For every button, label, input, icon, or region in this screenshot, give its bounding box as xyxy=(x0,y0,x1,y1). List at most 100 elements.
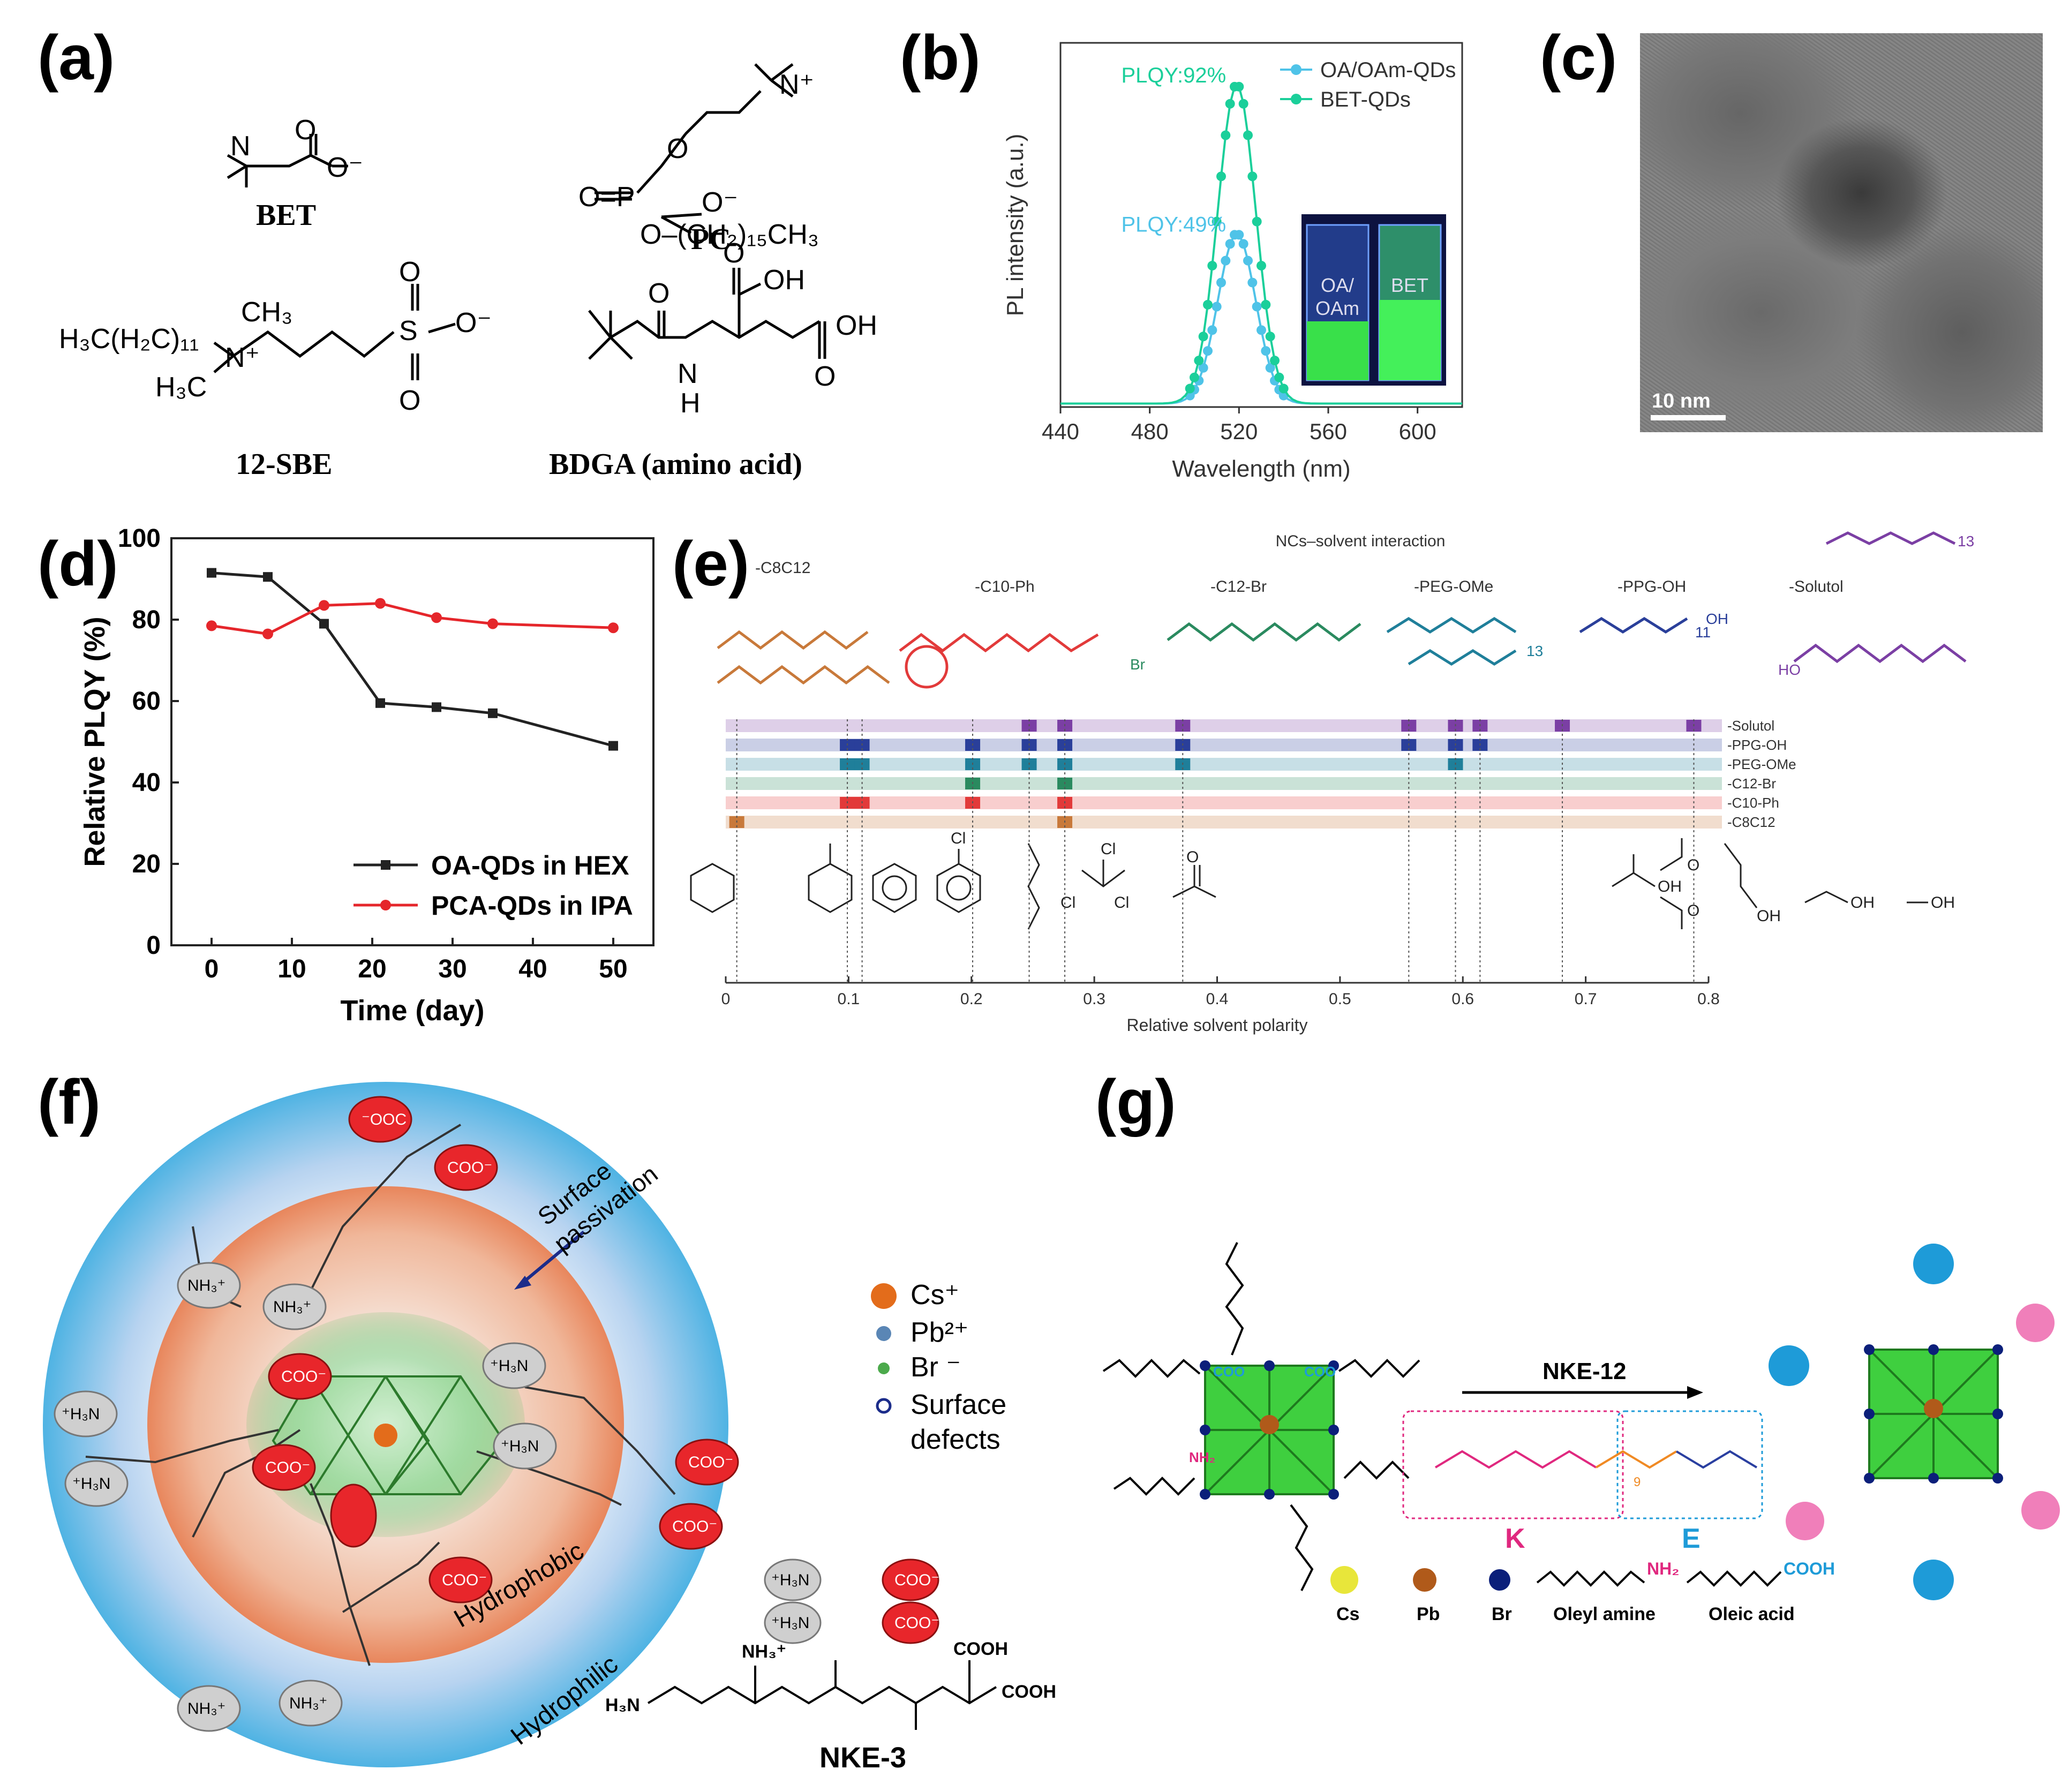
panel-label-e: (e) xyxy=(672,529,750,599)
legend-defects: defects xyxy=(911,1424,1000,1455)
x-tick-label: 50 xyxy=(599,955,627,983)
y-tick-label: 20 xyxy=(132,850,161,878)
y-tick-label: 100 xyxy=(118,524,161,553)
inset-left-label-2: OAm xyxy=(1315,297,1359,319)
series-point xyxy=(1207,261,1217,271)
legend-oleic: Oleic acid xyxy=(1709,1604,1795,1624)
series-point xyxy=(1243,255,1253,266)
solvent-acetone-o: O xyxy=(1186,848,1199,866)
solvent-methanol-oh: OH xyxy=(1931,894,1955,912)
panel-e-chart: Br 13 11 OH 13 HO Cl Cl Cl Cl O OH O O O… xyxy=(690,531,1974,1035)
series-point xyxy=(1225,99,1235,109)
legend-pb-dot xyxy=(1413,1568,1436,1592)
series-point xyxy=(608,622,619,634)
series-point xyxy=(1207,325,1217,335)
panel-e-title: NCs–solvent interaction xyxy=(1276,532,1446,550)
legend-marker xyxy=(381,860,390,870)
ppg-oh: OH xyxy=(1706,611,1728,627)
y-tick-label: 40 xyxy=(132,769,161,797)
sbe-s: S xyxy=(399,315,418,347)
scale-bar xyxy=(1651,415,1726,420)
solvent-dcm-cl1: Cl xyxy=(1101,840,1116,858)
legend-nh2: NH₂ xyxy=(1647,1559,1679,1578)
series-point xyxy=(1252,302,1262,312)
series-point xyxy=(432,702,441,712)
legend-cooh: COOH xyxy=(1784,1559,1835,1578)
x-tick-label: 520 xyxy=(1220,419,1258,444)
ligand-label: -PEG-OMe xyxy=(1414,578,1493,596)
nc-left-coo: COO xyxy=(1213,1364,1245,1380)
series-point xyxy=(1212,302,1222,312)
panel-label-d: (d) xyxy=(37,529,118,599)
pc-chain: O–(CH₂)₁₅CH₃ xyxy=(640,219,819,250)
series-point xyxy=(1265,332,1275,342)
series-point xyxy=(1278,383,1289,394)
series-point xyxy=(1190,372,1199,382)
legend-br: Br ⁻ xyxy=(911,1352,961,1383)
y-tick-label: 80 xyxy=(132,606,161,634)
series-point xyxy=(1247,171,1258,182)
x-tick-label: 10 xyxy=(277,955,306,983)
x-axis-title: Relative solvent polarity xyxy=(1127,1015,1308,1035)
plqy-low-label: PLQY:49% xyxy=(1121,213,1226,237)
panel-label-f: (f) xyxy=(37,1067,101,1138)
coo-label-6: COO⁻ xyxy=(672,1518,717,1535)
nke3-nh3: NH₃⁺ xyxy=(742,1642,786,1662)
nh3-label-4: ⁺H₃N xyxy=(72,1475,110,1493)
ligand-label: -Solutol xyxy=(1789,578,1844,596)
x-tick-label: 0.3 xyxy=(1083,990,1105,1008)
row-label: -Solutol xyxy=(1727,718,1774,734)
legend-cs: Cs xyxy=(1336,1604,1359,1624)
series-point xyxy=(207,568,216,578)
row-label: -PEG-OMe xyxy=(1727,756,1796,772)
bdga-h: H xyxy=(680,388,701,419)
sbe-chain: H₃C(H₂C)₁₁ xyxy=(59,323,199,355)
legend-label: OA-QDs in HEX xyxy=(431,850,629,880)
solvent-dcm-cl2: Cl xyxy=(1060,894,1075,912)
series-point xyxy=(1216,277,1226,288)
legend-cs-dot xyxy=(1330,1566,1358,1594)
x-tick-label: 0.6 xyxy=(1451,990,1474,1008)
series-point xyxy=(431,612,442,623)
series-point xyxy=(487,618,498,629)
series-point xyxy=(206,620,217,631)
nc-left xyxy=(1102,1242,1420,1591)
row-band xyxy=(726,777,1722,790)
legend-label: BET-QDs xyxy=(1320,88,1411,111)
panel-label-g: (g) xyxy=(1095,1067,1176,1138)
plot-frame xyxy=(170,537,654,946)
sbe-h3c: H₃C xyxy=(155,372,207,403)
nke3-label: NKE-3 xyxy=(819,1742,906,1774)
series-point xyxy=(1234,81,1244,92)
series-point xyxy=(1203,346,1213,356)
pc-label: PC xyxy=(691,223,731,256)
row-band xyxy=(726,796,1722,809)
x-tick-label: 440 xyxy=(1042,419,1079,444)
nc-left-nh2: NH₂ xyxy=(1189,1449,1215,1465)
bdga-o3: O xyxy=(814,361,836,392)
solutol-sub: 13 xyxy=(1958,533,1974,549)
panel-d-chart: 0 10 20 30 40 50 0 20 40 60 80 100 Time (day) Relativ… xyxy=(79,524,654,1027)
y-axis-title: PL intensity (a.u.) xyxy=(1002,134,1028,317)
nc-right xyxy=(1769,1244,2060,1600)
x-tick-label: 30 xyxy=(438,955,467,983)
k-e-spacer-sub: 9 xyxy=(1634,1475,1641,1489)
series-point xyxy=(1261,299,1271,310)
series-point xyxy=(1212,216,1222,227)
series-point xyxy=(263,572,273,582)
series-point xyxy=(319,619,329,629)
x-tick-label: 0.4 xyxy=(1206,990,1229,1008)
legend-marker xyxy=(380,900,391,910)
c12-br-atom: Br xyxy=(1130,656,1145,673)
series-point xyxy=(1194,356,1204,366)
ligand-label: -C8C12 xyxy=(755,559,810,577)
nh3-label-3: ⁺H₃N xyxy=(62,1405,100,1423)
ligand-label: -PPG-OH xyxy=(1617,578,1686,596)
legend-label: PCA-QDs in IPA xyxy=(431,891,633,921)
legend-label: OA/OAm-QDs xyxy=(1320,58,1456,82)
panel-label-b: (b) xyxy=(900,22,981,93)
series-line-1 xyxy=(211,571,614,748)
e-label: E xyxy=(1682,1523,1701,1554)
solvent-cl: Cl xyxy=(951,830,966,847)
legend-defect-dot xyxy=(876,1398,892,1414)
